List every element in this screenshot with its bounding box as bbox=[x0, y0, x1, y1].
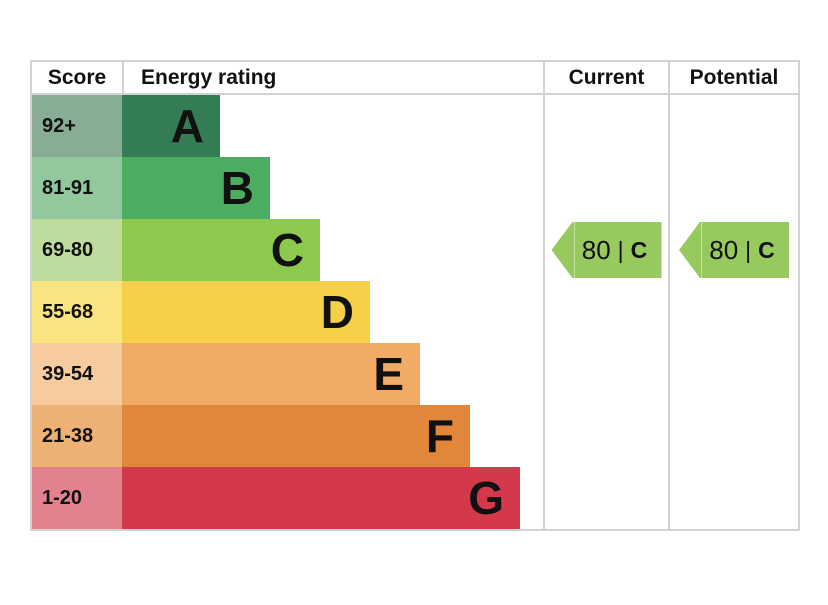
band-row-b: 81-91 B bbox=[32, 157, 798, 219]
current-rating-arrow: 80 | C bbox=[551, 222, 662, 278]
potential-rating-letter: C bbox=[758, 236, 775, 263]
score-range-f: 21-38 bbox=[32, 405, 122, 467]
band-row-a: 92+ A bbox=[32, 95, 798, 157]
band-bar-b: B bbox=[122, 157, 270, 219]
band-row-g: 1-20 G bbox=[32, 467, 798, 529]
current-rating-letter: C bbox=[630, 236, 648, 263]
score-range-d: 55-68 bbox=[32, 281, 122, 343]
band-bar-f: F bbox=[122, 405, 470, 467]
band-bar-e: E bbox=[122, 343, 420, 405]
band-row-e: 39-54 E bbox=[32, 343, 798, 405]
potential-score: 80 bbox=[709, 234, 739, 265]
score-range-e: 39-54 bbox=[32, 343, 122, 405]
current-separator: | bbox=[617, 236, 624, 263]
potential-column: 80 | C bbox=[668, 95, 798, 529]
chart-header-row: Score Energy rating Current Potential bbox=[32, 62, 798, 95]
current-score: 80 bbox=[581, 234, 611, 265]
header-energy-rating: Energy rating bbox=[122, 62, 543, 93]
band-row-f: 21-38 F bbox=[32, 405, 798, 467]
epc-rating-chart: Score Energy rating Current Potential 92… bbox=[30, 60, 800, 531]
band-letter-d: D bbox=[320, 286, 354, 338]
band-letter-e: E bbox=[373, 348, 404, 400]
chart-body: 92+ A 81-91 B 69-80 C 55-68 D 39-54 bbox=[32, 95, 798, 529]
band-bar-a: A bbox=[122, 95, 220, 157]
potential-rating-arrow: 80 | C bbox=[679, 222, 789, 278]
band-row-d: 55-68 D bbox=[32, 281, 798, 343]
score-range-b: 81-91 bbox=[32, 157, 122, 219]
band-letter-a: A bbox=[170, 100, 204, 152]
band-letter-g: G bbox=[468, 472, 504, 524]
header-score: Score bbox=[47, 66, 107, 89]
score-range-g: 1-20 bbox=[32, 467, 122, 529]
band-letter-b: B bbox=[220, 162, 254, 214]
score-range-c: 69-80 bbox=[32, 219, 122, 281]
band-letter-f: F bbox=[425, 410, 454, 462]
band-row-c: 69-80 C bbox=[32, 219, 798, 281]
band-bar-g: G bbox=[122, 467, 520, 529]
header-current: Current bbox=[543, 62, 668, 93]
band-letter-c: C bbox=[270, 224, 304, 276]
current-column: 80 | C bbox=[543, 95, 668, 529]
potential-separator: | bbox=[745, 236, 752, 263]
band-bar-c: C bbox=[122, 219, 320, 281]
score-range-a: 92+ bbox=[32, 95, 122, 157]
header-potential: Potential bbox=[668, 62, 798, 93]
band-bar-d: D bbox=[122, 281, 370, 343]
